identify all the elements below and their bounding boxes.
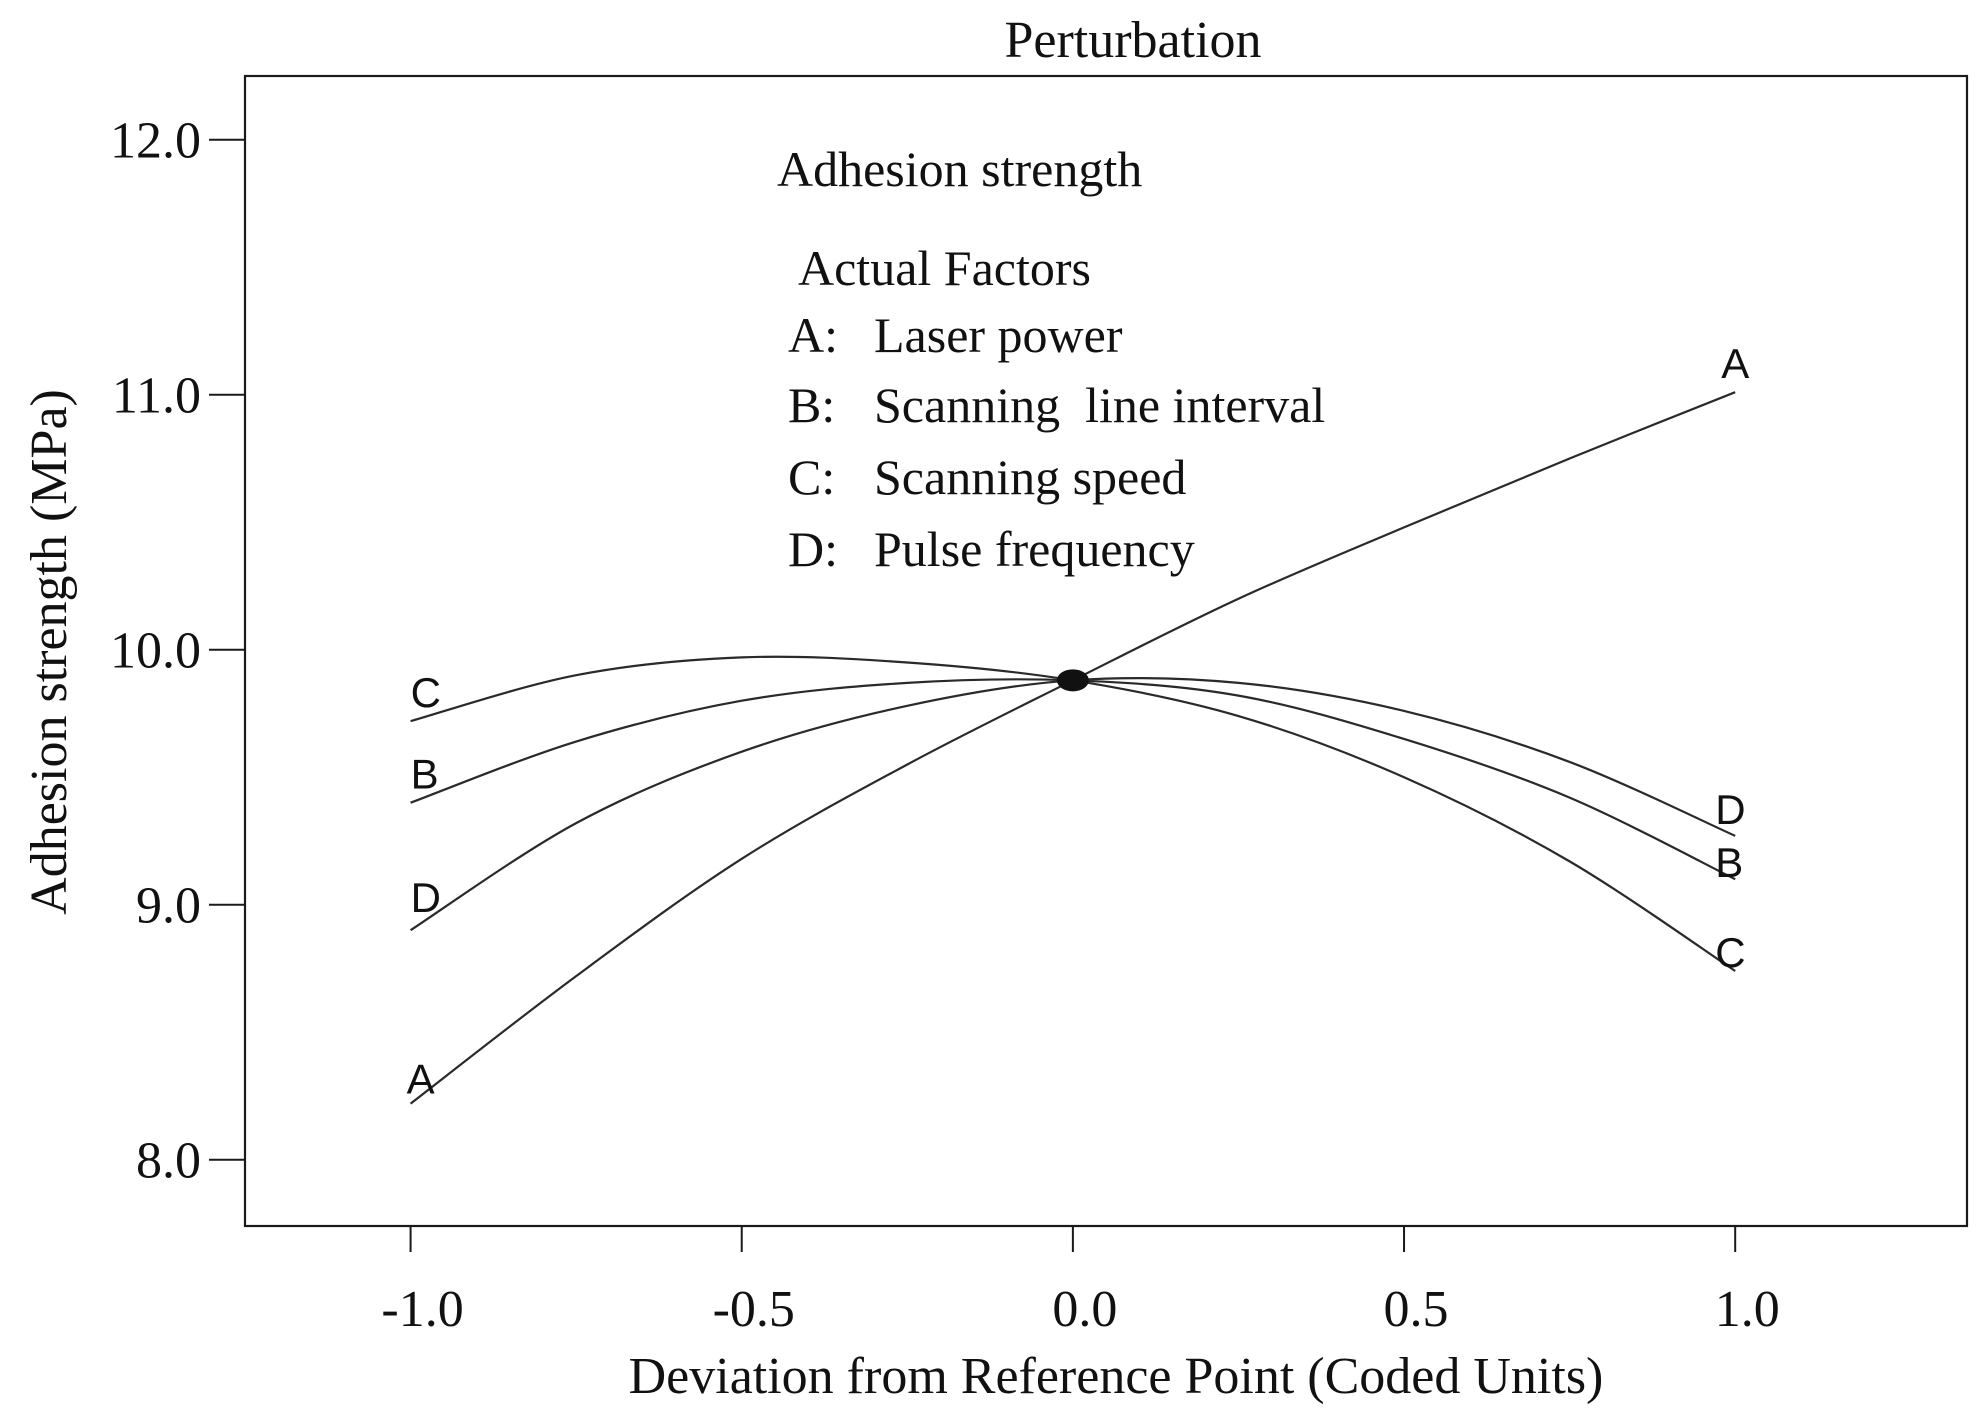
point-layer — [1056, 669, 1089, 692]
reference-point-marker — [1056, 669, 1089, 692]
series-b-line — [410, 678, 1736, 881]
x-axis: -1.0 -0.5 0.0 0.5 1.0 — [381, 1226, 1780, 1338]
series-c-start-label: C — [411, 669, 441, 716]
series-b-end-label: B — [1715, 839, 1743, 886]
x-tick-label: -1.0 — [381, 1281, 463, 1338]
legend-subtitle: Adhesion strength — [777, 141, 1142, 197]
x-axis-label: Deviation from Reference Point (Coded Un… — [629, 1348, 1604, 1405]
series-a-start-label: A — [407, 1056, 435, 1103]
legend-key: B: — [788, 377, 835, 433]
y-tick-label: 10.0 — [110, 623, 201, 680]
legend-text: Scanning line interval — [874, 377, 1325, 433]
y-axis: 8.0 9.0 10.0 11.0 12.0 — [110, 113, 245, 1190]
y-axis-label: Adhesion strength (MPa) — [21, 389, 78, 915]
series-b-start-label: B — [411, 751, 439, 798]
legend: Adhesion strength Actual Factors A: Lase… — [777, 141, 1325, 577]
legend-heading: Actual Factors — [798, 240, 1091, 296]
plot-frame — [243, 74, 1969, 1228]
legend-key: A: — [788, 307, 838, 363]
x-tick-label: 0.0 — [1052, 1281, 1117, 1338]
y-tick-label: 9.0 — [136, 878, 201, 935]
legend-entry-b: B: Scanning line interval — [788, 377, 1325, 433]
series-d-line — [409, 677, 1736, 932]
legend-key: C: — [788, 449, 835, 505]
x-tick-label: 0.5 — [1384, 1281, 1449, 1338]
legend-text: Laser power — [874, 307, 1123, 363]
legend-entry-d: D: Pulse frequency — [788, 521, 1195, 577]
y-tick-label: 12.0 — [110, 113, 201, 170]
x-tick-label: -0.5 — [713, 1281, 795, 1338]
chart-title: Perturbation — [1004, 12, 1261, 69]
legend-entry-c: C: Scanning speed — [788, 449, 1186, 505]
legend-key: D: — [788, 521, 838, 577]
y-tick-label: 8.0 — [136, 1133, 201, 1190]
series-c-line — [410, 655, 1736, 972]
series-c-end-label: C — [1715, 929, 1745, 976]
legend-text: Scanning speed — [874, 449, 1186, 505]
legend-text: Pulse frequency — [874, 521, 1195, 577]
series-d-end-label: D — [1715, 786, 1745, 833]
y-tick-label: 11.0 — [112, 368, 201, 425]
legend-entry-a: A: Laser power — [788, 307, 1123, 363]
series-d-start-label: D — [411, 874, 441, 921]
x-tick-label: 1.0 — [1715, 1281, 1780, 1338]
series-a-end-label: A — [1721, 340, 1749, 387]
